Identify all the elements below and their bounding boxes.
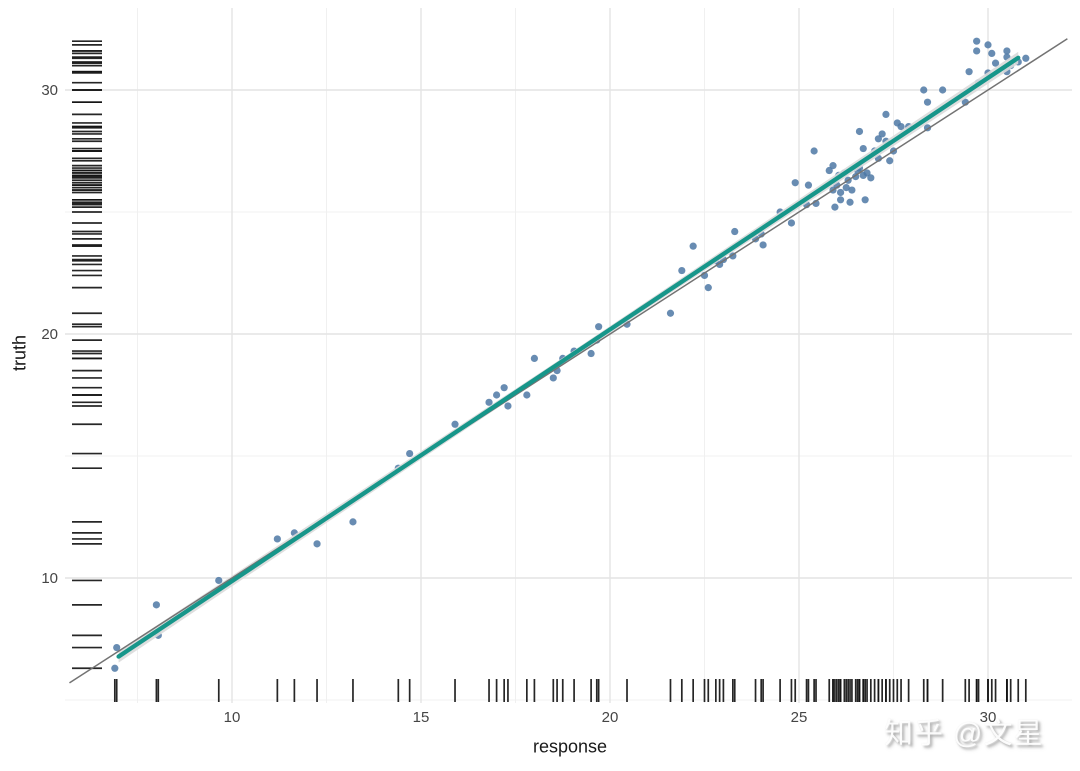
data-point bbox=[886, 157, 894, 165]
data-point bbox=[549, 374, 557, 382]
data-point bbox=[595, 323, 603, 331]
x-tick-label: 20 bbox=[602, 709, 619, 726]
data-point bbox=[787, 219, 796, 227]
data-point bbox=[759, 241, 767, 249]
x-tick-label: 15 bbox=[413, 709, 430, 726]
data-point bbox=[587, 349, 595, 358]
data-point bbox=[939, 86, 947, 94]
data-point bbox=[965, 68, 973, 76]
x-tick-label: 25 bbox=[791, 709, 808, 726]
data-point bbox=[897, 123, 905, 131]
data-point bbox=[848, 186, 856, 194]
data-point bbox=[923, 98, 932, 106]
data-point bbox=[678, 266, 686, 275]
data-point bbox=[842, 184, 850, 192]
y-tick-label: 20 bbox=[41, 326, 58, 343]
data-point bbox=[867, 174, 875, 182]
rug-bottom bbox=[113, 679, 1027, 702]
data-point bbox=[861, 196, 869, 204]
data-point bbox=[113, 643, 121, 652]
rug-left bbox=[72, 40, 102, 670]
x-tick-label: 30 bbox=[980, 709, 997, 726]
data-point bbox=[731, 227, 739, 236]
data-point bbox=[882, 110, 890, 118]
data-point bbox=[493, 391, 501, 399]
data-point bbox=[846, 198, 854, 206]
data-point bbox=[215, 576, 223, 585]
data-point bbox=[1022, 54, 1030, 62]
identity-line bbox=[69, 38, 1068, 684]
data-point bbox=[313, 540, 321, 548]
data-point bbox=[523, 391, 531, 399]
x-axis-title: response bbox=[532, 736, 608, 757]
data-point bbox=[829, 162, 837, 170]
data-point bbox=[836, 188, 845, 197]
data-point bbox=[111, 664, 119, 672]
smooth-line bbox=[116, 55, 1021, 659]
data-point bbox=[984, 41, 992, 49]
data-point bbox=[349, 518, 357, 526]
data-point bbox=[666, 309, 675, 317]
data-point bbox=[152, 601, 160, 609]
data-point bbox=[973, 47, 981, 55]
data-point bbox=[863, 169, 871, 177]
data-point bbox=[530, 354, 539, 362]
data-point bbox=[831, 203, 839, 211]
x-tick-labels: 10 15 20 25 30 bbox=[224, 709, 997, 726]
data-point bbox=[273, 535, 281, 543]
data-point bbox=[504, 402, 512, 410]
y-axis-title: truth bbox=[9, 334, 30, 372]
data-point bbox=[1003, 47, 1011, 55]
data-point bbox=[991, 59, 1000, 67]
data-point bbox=[825, 166, 833, 175]
data-point bbox=[836, 196, 845, 204]
data-point bbox=[704, 284, 712, 292]
minor-gridlines bbox=[65, 8, 1072, 703]
data-point bbox=[689, 242, 697, 250]
data-point bbox=[920, 86, 928, 94]
data-point bbox=[973, 37, 981, 45]
x-tick-label: 10 bbox=[224, 709, 241, 726]
data-point bbox=[859, 144, 867, 153]
data-point bbox=[878, 130, 886, 138]
data-point bbox=[855, 127, 864, 136]
data-point bbox=[791, 179, 799, 187]
data-point bbox=[485, 398, 493, 406]
y-tick-label: 10 bbox=[41, 570, 58, 587]
data-point bbox=[804, 181, 813, 189]
y-tick-label: 30 bbox=[41, 82, 58, 99]
y-tick-labels: 10 20 30 bbox=[41, 82, 58, 587]
data-point bbox=[810, 147, 818, 155]
data-point bbox=[988, 49, 996, 58]
data-point bbox=[874, 135, 882, 143]
data-point bbox=[500, 384, 508, 392]
data-point bbox=[451, 420, 459, 428]
data-point bbox=[406, 449, 414, 458]
